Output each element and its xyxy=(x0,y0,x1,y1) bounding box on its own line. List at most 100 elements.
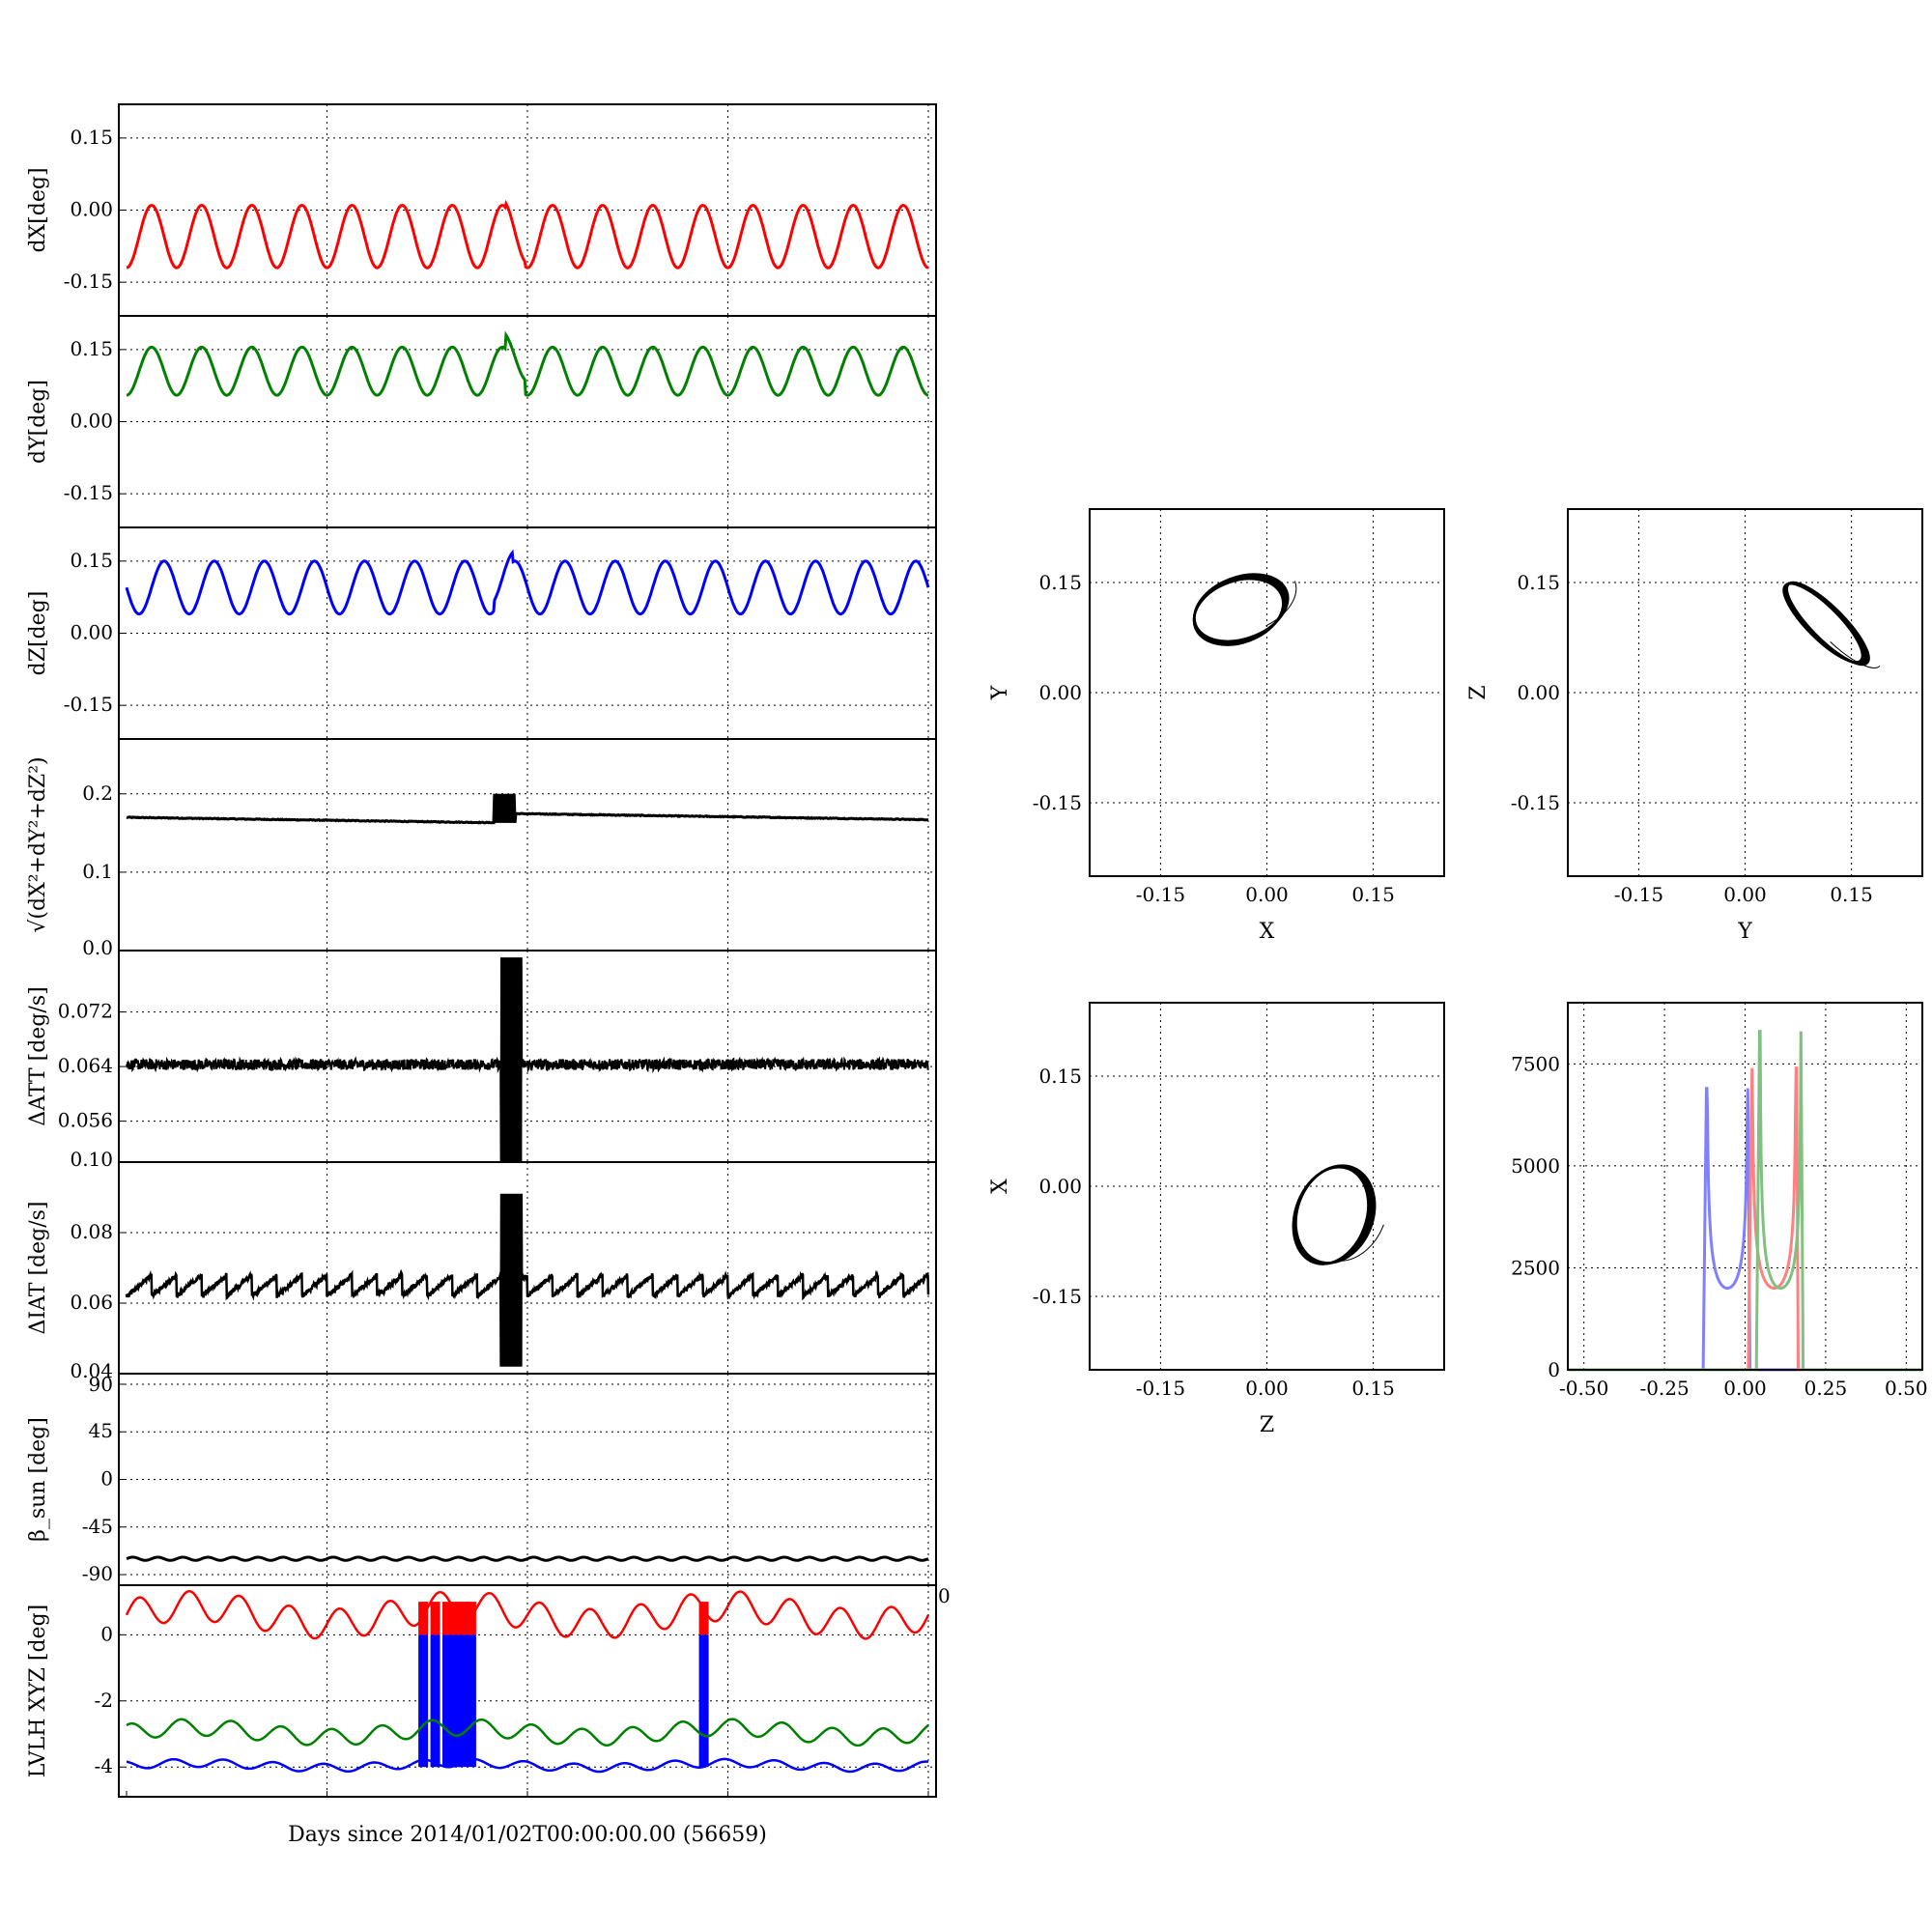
lvlh-bar-top xyxy=(430,1602,440,1635)
y-tick-label: 45 xyxy=(89,1419,113,1442)
y-tick-label: 0.10 xyxy=(70,1148,113,1171)
panel-diat: 0.08 0.06 0.04 ΔIAT [deg/s] xyxy=(26,1161,937,1382)
lvlh-bar xyxy=(442,1634,452,1768)
y-tick-label: 0.00 xyxy=(1038,1175,1082,1198)
panel-frame xyxy=(1567,1002,1923,1371)
y-axis-label: X xyxy=(988,1179,1012,1194)
orbit-ellipse xyxy=(1785,581,1870,667)
x-axis-label: Y xyxy=(1737,920,1752,944)
x-tick-label: -0.15 xyxy=(1136,883,1185,906)
y-tick-label: -0.15 xyxy=(1033,791,1082,814)
y-tick-label: 0.1 xyxy=(82,860,113,883)
y-tick-label: 0.064 xyxy=(58,1054,113,1077)
series-line xyxy=(126,330,929,397)
series-line xyxy=(125,549,930,616)
y-tick-label: 0.00 xyxy=(1517,681,1560,704)
panel-frame xyxy=(1089,1002,1445,1371)
x-tick-label: 0.00 xyxy=(1245,1377,1289,1400)
lvlh-bar-top xyxy=(458,1602,469,1635)
lvlh-bar xyxy=(458,1634,469,1768)
series-line xyxy=(125,1193,930,1367)
y-tick-label: 0.056 xyxy=(58,1109,113,1132)
y-tick-label: -2 xyxy=(95,1689,113,1712)
orbit-trace xyxy=(1794,580,1883,668)
y-tick-label: -45 xyxy=(82,1515,113,1538)
panel-norm: 0.2 0.1 0.0 √(dX²+dY²+dZ²) xyxy=(26,738,937,959)
orbit-trace xyxy=(1195,562,1297,636)
y-tick-label: 0.15 xyxy=(1038,571,1082,594)
orbit-ellipse xyxy=(1782,582,1865,665)
x-tick-label: 0.15 xyxy=(1351,883,1395,906)
orbit-ellipse xyxy=(1782,582,1864,664)
lvlh-bar xyxy=(450,1634,461,1768)
orbit-ellipse xyxy=(1294,1164,1377,1264)
series-line xyxy=(126,793,929,825)
y-tick-label: 0.2 xyxy=(82,781,113,805)
y-axis-label: LVLH XYZ [deg] xyxy=(26,1605,50,1778)
orbit-ellipse xyxy=(1783,582,1866,665)
y-tick-label: -90 xyxy=(82,1562,113,1585)
series-line xyxy=(126,199,929,270)
y-tick-label: 0.00 xyxy=(70,198,113,221)
y-axis-label: β_sun [deg] xyxy=(26,1417,50,1542)
y-tick-label: 0 xyxy=(100,1622,113,1645)
y-tick-label: 0.15 xyxy=(70,337,113,360)
y-tick-label: -4 xyxy=(95,1754,113,1777)
lvlh-bar xyxy=(418,1634,429,1768)
lvlh-bar-top xyxy=(698,1602,709,1635)
series-line xyxy=(125,1589,930,1640)
y-tick-label: 7500 xyxy=(1511,1052,1560,1075)
histogram-line xyxy=(1568,1030,1922,1372)
y-tick-label: -0.15 xyxy=(64,270,113,293)
lvlh-bar xyxy=(430,1634,440,1768)
y-tick-label: 0.15 xyxy=(70,126,113,149)
y-tick-label: 0.00 xyxy=(1038,681,1082,704)
panel-dy: 0.15 0.00 -0.15 dY[deg] xyxy=(26,315,937,528)
y-tick-label: -0.15 xyxy=(1033,1285,1082,1308)
x-axis-label: Z xyxy=(1260,1413,1274,1437)
y-axis-label: ΔIAT [deg/s] xyxy=(26,1202,50,1335)
x-tick-label: -0.25 xyxy=(1639,1377,1689,1400)
scatter-panels: -0.15 0.00 0.15 0.15 0.00 -0.15 X Y -0.15 0.00 0.1… xyxy=(988,508,1928,1437)
y-tick-label: 0.0 xyxy=(82,936,113,959)
series-line xyxy=(126,1718,929,1747)
y-tick-label: 0 xyxy=(1548,1358,1560,1381)
y-tick-label: -0.15 xyxy=(64,693,113,716)
y-tick-label: 0.08 xyxy=(70,1220,113,1243)
panel-xy: -0.15 0.00 0.15 0.15 0.00 -0.15 X Y xyxy=(988,508,1445,944)
x-tick-label: 0.50 xyxy=(1885,1377,1928,1400)
y-tick-label: 0.04 xyxy=(70,1359,113,1382)
panel-yz: -0.15 0.00 0.15 0.15 0.00 -0.15 Y Z xyxy=(1466,508,1923,944)
panel-datt: 0.072 0.064 0.056 0.10 ΔATT [deg/s] xyxy=(26,950,937,1171)
y-axis-label: dZ[deg] xyxy=(26,591,50,676)
panel-frame xyxy=(1567,508,1923,877)
x-tick-label: 0.00 xyxy=(1245,883,1289,906)
lvlh-bar-top xyxy=(442,1602,452,1635)
y-axis-label: dY[deg] xyxy=(26,380,50,464)
orbit-trace xyxy=(1301,1159,1388,1263)
lvlh-bar xyxy=(698,1634,709,1768)
x-tick-label: 0.15 xyxy=(1830,883,1873,906)
series-line xyxy=(126,1555,929,1562)
y-tick-label: 0.15 xyxy=(1517,571,1560,594)
y-axis-label: Z xyxy=(1466,685,1491,699)
y-tick-label: 0.06 xyxy=(70,1291,113,1314)
panel-dx: 0.15 0.00 -0.15 dX[deg] xyxy=(26,103,937,317)
y-axis-label: ΔATT [deg/s] xyxy=(26,986,50,1125)
panel-frame xyxy=(1089,508,1445,877)
y-tick-label: 0.00 xyxy=(70,410,113,433)
y-tick-label: 5000 xyxy=(1511,1154,1560,1178)
y-tick-label: 0 xyxy=(100,1467,113,1491)
series-line xyxy=(126,957,929,1163)
panel-lvlh: 0 -2 -4 0 LVLH XYZ [deg] xyxy=(26,1584,951,1798)
y-tick-label: -0.15 xyxy=(64,481,113,504)
time-series-stack: 0.150.00-0.15dX[deg]0.150.00-0.15dY[deg]… xyxy=(26,103,951,1798)
x-axis-label: X xyxy=(1260,920,1275,944)
x-tick-label: 0.25 xyxy=(1804,1377,1848,1400)
y-tick-label: 0.072 xyxy=(58,1000,113,1023)
y-tick-label: 2500 xyxy=(1511,1256,1560,1279)
x-tick-label: 0.00 xyxy=(1723,1377,1767,1400)
panel-beta: 90 45 0 -45 -90 β_sun [deg] xyxy=(26,1373,937,1586)
x-tick-label: 0.00 xyxy=(1723,883,1767,906)
